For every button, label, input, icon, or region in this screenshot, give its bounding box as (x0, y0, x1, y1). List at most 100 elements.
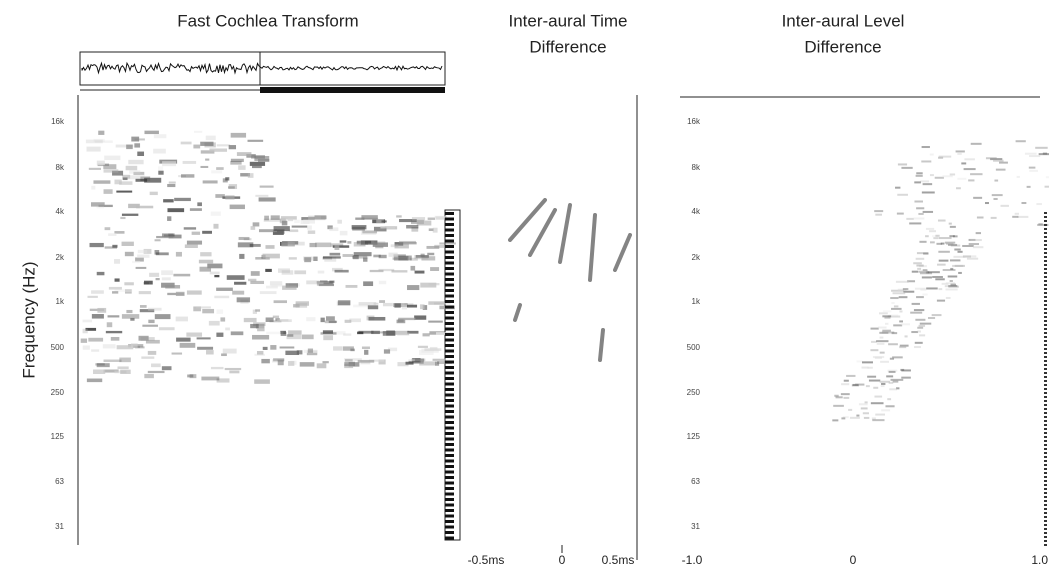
spectrogram-cell (273, 226, 290, 231)
ild-cell (916, 252, 929, 255)
spectrogram-cell (408, 361, 424, 364)
spectrogram-cell (147, 370, 165, 374)
spectrogram-cell (167, 208, 185, 213)
black-key (445, 267, 454, 270)
black-key (445, 421, 454, 424)
spectrogram-cell (378, 359, 386, 365)
spectrogram-cell (88, 337, 104, 342)
ild-cell (860, 407, 868, 410)
spectrogram-cell (288, 257, 297, 260)
y-tick-label: 500 (687, 343, 701, 352)
spectrogram-cell (428, 228, 434, 232)
spectrogram-cell (194, 130, 203, 133)
ild-cell (957, 250, 963, 253)
ild-cell (961, 162, 967, 165)
dot (1044, 392, 1047, 394)
spectrogram-cell (216, 167, 224, 170)
ild-cell (914, 181, 921, 184)
spectrogram-cell (250, 280, 265, 285)
ild-cell (947, 275, 958, 278)
spectrogram-cell (112, 244, 118, 248)
y-tick-label: 125 (687, 432, 701, 441)
dot (1044, 308, 1047, 310)
spectrogram-cell (103, 369, 119, 373)
black-key (445, 355, 454, 358)
black-key (445, 234, 454, 237)
ild-cell (880, 385, 885, 388)
ild-cell (888, 343, 898, 346)
spectrogram-cell (104, 227, 111, 231)
spectrogram-cell (250, 271, 260, 276)
ild-cell (1026, 185, 1031, 188)
spectrogram-cell (126, 309, 133, 314)
ild-cell (885, 405, 895, 408)
spectrogram-cell (427, 217, 436, 220)
spectrogram-cell (317, 270, 325, 274)
black-key (445, 531, 454, 534)
ild-cell (920, 180, 930, 183)
spectrogram-cell (254, 379, 270, 384)
spectrogram-cell (288, 330, 302, 335)
ild-cell (952, 235, 958, 238)
ild-cell (950, 283, 957, 286)
spectrogram-cell (364, 349, 369, 355)
spectrogram-cell (232, 290, 245, 295)
dot (1044, 404, 1047, 406)
ild-cell (913, 262, 922, 265)
spectrogram-cell (96, 160, 105, 166)
dot (1044, 408, 1047, 410)
spectrogram-cell (171, 352, 183, 355)
ild-cell (882, 329, 891, 332)
dot (1044, 216, 1047, 218)
ild-cell (948, 222, 952, 225)
ild-cell (990, 216, 997, 219)
black-key (445, 245, 454, 248)
ild-cell (922, 183, 933, 186)
spectrogram-cell (216, 378, 230, 383)
dot (1044, 368, 1047, 370)
y-axis-label: Frequency (Hz) (19, 261, 38, 378)
spectrogram-cell (391, 270, 408, 273)
spectrogram-cell (178, 175, 187, 178)
dot (1044, 424, 1047, 426)
dot (1044, 212, 1047, 214)
dot (1044, 484, 1047, 486)
black-key (445, 470, 454, 474)
spectrogram-cell (306, 280, 320, 285)
dot (1044, 296, 1047, 298)
spectrogram-cell (175, 316, 188, 322)
dot (1044, 528, 1047, 530)
y-tick-label: 63 (55, 477, 64, 486)
dot (1044, 436, 1047, 438)
ild-cell (917, 326, 924, 329)
black-key (445, 443, 454, 446)
spectrogram-cell (87, 295, 98, 298)
panel-title: Difference (529, 37, 606, 56)
black-key (445, 283, 454, 287)
spectrogram-cell (221, 353, 227, 357)
ild-cell (944, 285, 951, 288)
ild-cell (926, 287, 938, 290)
spectrogram-cell (334, 245, 340, 250)
panel-title: Inter-aural Time (508, 11, 627, 30)
spectrogram-cell (254, 353, 265, 356)
spectrogram-cell (229, 370, 240, 374)
spectrogram-cell (117, 366, 129, 370)
spectrogram-cell (222, 348, 237, 354)
spectrogram-cell (161, 277, 171, 281)
y-tick-label: 31 (55, 522, 64, 531)
spectrogram-cell (432, 358, 446, 361)
ild-cell (921, 276, 932, 279)
ild-cell (963, 255, 977, 258)
spectrogram-cell (193, 306, 201, 312)
ild-cell (911, 302, 920, 305)
spectrogram-cell (394, 330, 410, 335)
black-key (445, 278, 454, 281)
spectrogram-cell (319, 280, 328, 283)
ild-cell (874, 210, 884, 213)
ild-cell (881, 409, 891, 412)
dot (1044, 268, 1047, 270)
black-key (445, 487, 454, 490)
ild-cell (846, 374, 856, 377)
ild-cell (892, 356, 903, 359)
